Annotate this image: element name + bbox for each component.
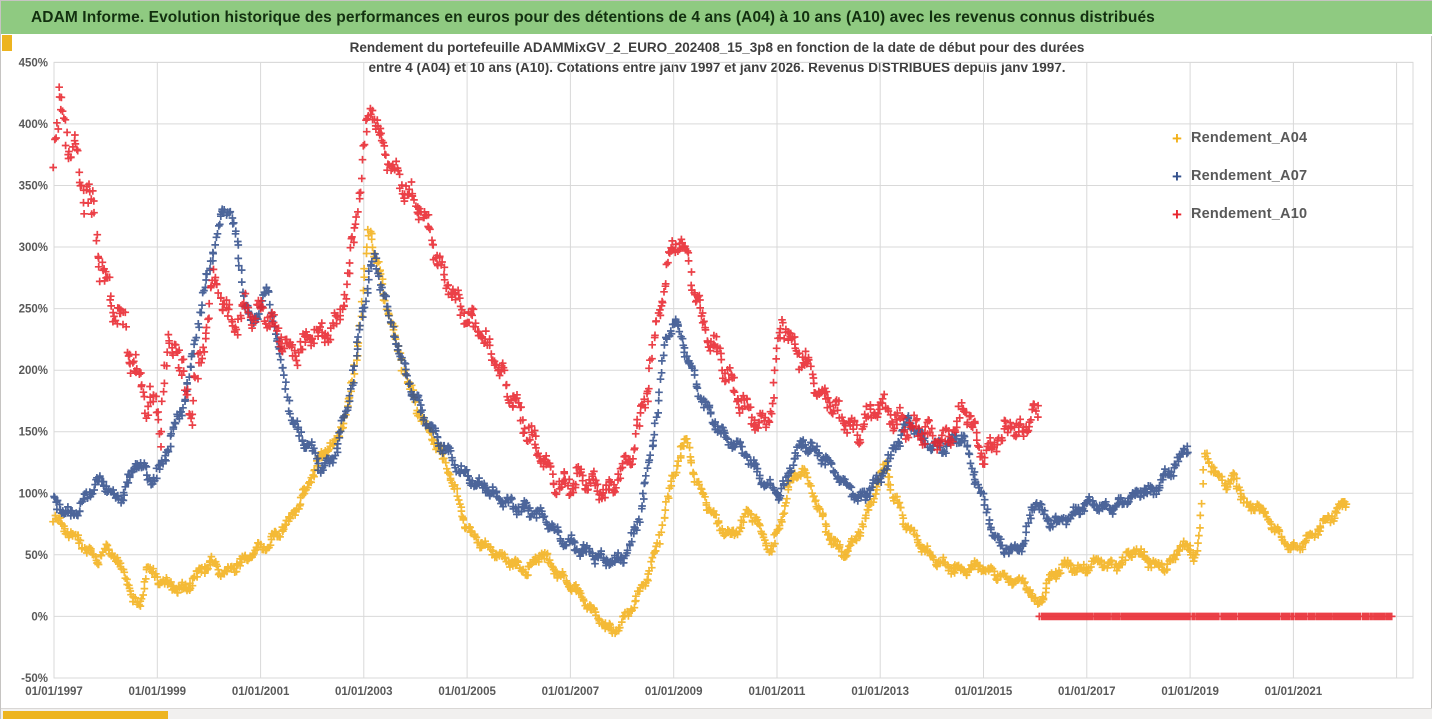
plot-frame [53,61,1414,679]
series-points-rendement_a10 [49,83,1042,504]
legend-item-a04[interactable]: + Rendement_A04 [1169,119,1389,157]
series-points-rendement_a07 [50,205,1192,570]
horizontal-scrollbar-track[interactable] [1,708,1432,719]
y-axis-labels: 450% 400% 350% 300% 250% 200% 150% 100% 50% 0% -50… [19,57,48,685]
chart-title-line2: entre 4 (A04) et 10 ans (A10). Cotations… [368,60,1066,75]
x-axis-label: 01/01/2021 [1265,686,1323,698]
y-axis-label: 200% [19,365,48,377]
x-axis-label: 01/01/2013 [851,686,909,698]
x-axis-label: 01/01/2015 [955,686,1013,698]
y-axis-label: 0% [31,611,48,623]
y-axis-label: 400% [19,119,48,131]
legend-item-a07[interactable]: + Rendement_A07 [1169,157,1389,195]
plus-marker-icon: + [1172,128,1182,148]
y-axis-label: 300% [19,242,48,254]
y-axis-label: 150% [19,427,48,439]
chart-title: Rendement du portefeuille ADAMMixGV_2_EU… [1,38,1432,78]
horizontal-scrollbar-thumb[interactable] [3,711,168,719]
gridlines [53,61,1413,679]
y-axis-label: -50% [21,673,48,685]
legend-label: Rendement_A04 [1191,130,1308,146]
series-points-rendement_a10-zero [1035,612,1396,621]
x-axis-label: 01/01/1999 [129,686,187,698]
y-axis-label: 50% [25,550,48,562]
x-axis-label: 01/01/2007 [542,686,600,698]
legend-label: Rendement_A10 [1191,206,1308,222]
y-axis-label: 100% [19,488,48,500]
window-title: ADAM Informe. Evolution historique des p… [31,8,1155,26]
x-axis-label: 01/01/1997 [25,686,83,698]
legend-item-a10[interactable]: + Rendement_A10 [1169,195,1389,233]
x-axis-label: 01/01/2019 [1161,686,1219,698]
x-axis-label: 01/01/2011 [749,686,807,698]
x-axis-label: 01/01/2017 [1058,686,1116,698]
y-axis-label: 350% [19,181,48,193]
x-axis-label: 01/01/2001 [232,686,290,698]
chart-legend: + Rendement_A04 + Rendement_A07 + Rendem… [1169,119,1389,233]
plus-marker-icon: + [1172,166,1182,186]
y-axis-label: 250% [19,304,48,316]
chart-title-line1: Rendement du portefeuille ADAMMixGV_2_EU… [349,40,1085,55]
x-axis-label: 01/01/2005 [438,686,496,698]
y-axis-label: 450% [19,57,48,69]
plus-marker-icon: + [1172,204,1182,224]
x-axis-label: 01/01/2003 [335,686,393,698]
legend-label: Rendement_A07 [1191,168,1308,184]
x-axis-label: 01/01/2009 [645,686,703,698]
window-title-bar: ADAM Informe. Evolution historique des p… [1,1,1432,36]
x-axis-labels: 01/01/1997 01/01/1999 01/01/2001 01/01/2003… [25,686,1323,698]
series-points-rendement_a04 [49,225,1351,638]
gold-corner-tab [2,35,12,51]
